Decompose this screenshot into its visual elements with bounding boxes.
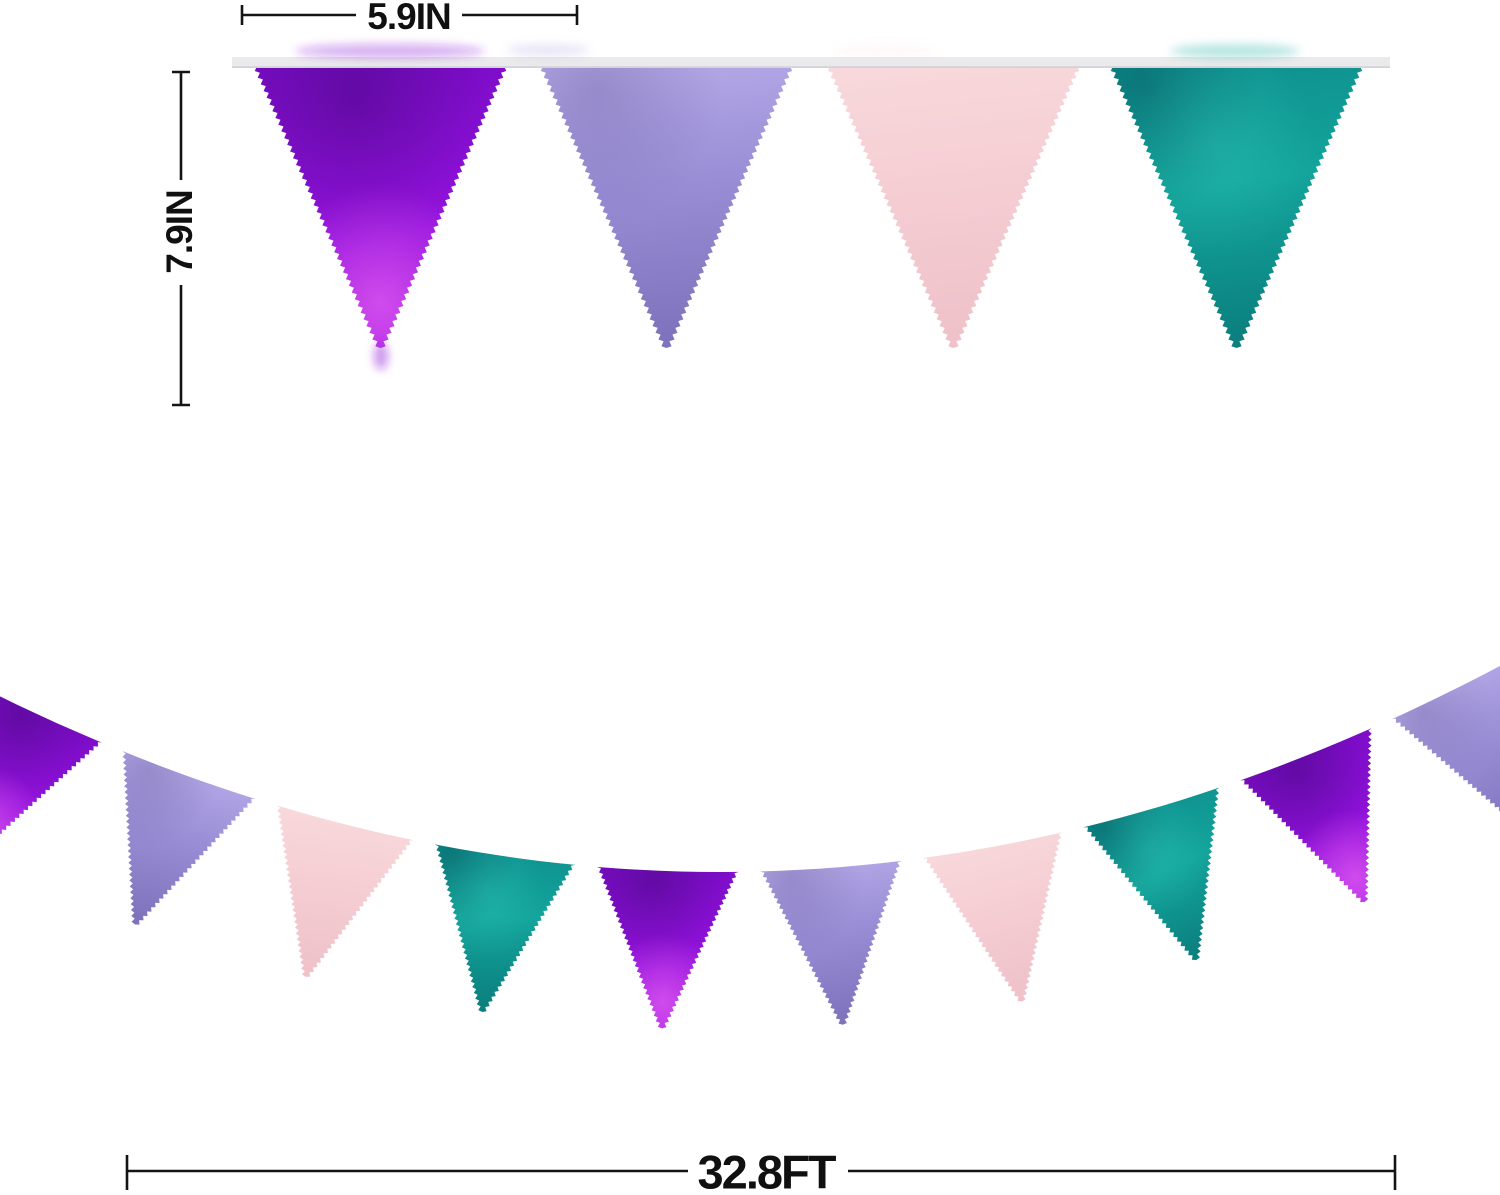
pennant-flag-lavender: [760, 857, 902, 1025]
height-dimension-label: 7.9IN: [159, 190, 200, 273]
pennant-flag-pink: [827, 66, 1080, 348]
top-banner: [232, 44, 1390, 370]
width-dimension-label: 5.9IN: [367, 0, 450, 37]
teal-reflection: [1170, 44, 1300, 58]
ribbon-reflections: [295, 44, 1300, 370]
purple-reflection: [295, 44, 485, 58]
pennant-flag-lavender: [1391, 653, 1500, 831]
length-dimension: 32.8FT: [125, 1145, 1397, 1195]
top-banner-flags: [254, 66, 1363, 348]
garland-flags: [0, 653, 1500, 1029]
pennant-flag-pink: [276, 801, 414, 977]
pennant-flag-teal: [434, 840, 576, 1013]
pennant-flag-purple: [1240, 724, 1372, 903]
lavender-reflection: [506, 44, 590, 56]
width-dimension-line: [240, 5, 579, 25]
banner-ribbon: [232, 57, 1390, 68]
pennant-flag-lavender: [122, 747, 256, 925]
purple-reflection: [374, 342, 388, 370]
height-dimension: 7.9IN: [159, 70, 200, 407]
banner-ribbon-edge: [232, 66, 1390, 68]
garland-string: [0, 651, 1500, 873]
width-dimension: 5.9IN: [240, 0, 579, 37]
length-dimension-label: 32.8FT: [698, 1145, 837, 1195]
height-dimension-line: [172, 70, 190, 407]
length-dimension-line: [125, 1155, 1397, 1190]
pennant-flag-purple: [254, 66, 507, 348]
hanging-garland: [0, 651, 1500, 1029]
pennant-flag-purple: [596, 863, 739, 1029]
pennant-flag-lavender: [540, 66, 793, 348]
pink-reflection: [830, 45, 940, 57]
pennant-flag-teal: [1083, 784, 1220, 960]
pennant-flag-teal: [1110, 66, 1363, 348]
pennant-flag-pink: [923, 828, 1063, 1002]
